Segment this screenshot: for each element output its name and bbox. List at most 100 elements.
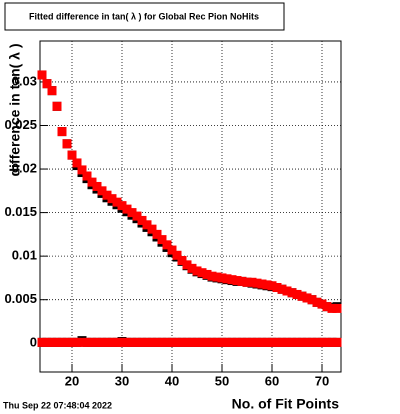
x-axis-label: No. of Fit Points xyxy=(232,396,340,412)
marker xyxy=(322,302,332,312)
marker xyxy=(227,337,237,347)
marker xyxy=(177,256,187,266)
marker xyxy=(62,337,72,347)
marker xyxy=(167,245,177,255)
x-tick-label: 30 xyxy=(115,373,129,388)
marker xyxy=(282,286,292,296)
y-tick-label: 0.02 xyxy=(12,160,37,175)
marker xyxy=(237,276,247,286)
marker xyxy=(142,220,152,230)
marker xyxy=(162,240,172,250)
marker xyxy=(197,268,207,278)
marker xyxy=(77,337,87,347)
x-tick-label: 60 xyxy=(265,373,279,388)
marker xyxy=(242,337,252,347)
marker xyxy=(42,337,52,347)
marker xyxy=(287,337,297,347)
marker xyxy=(282,337,292,347)
marker xyxy=(327,337,337,347)
marker xyxy=(67,150,77,160)
marker xyxy=(172,250,182,260)
marker xyxy=(82,171,92,181)
x-tick-label: 50 xyxy=(215,373,229,388)
marker xyxy=(252,278,262,288)
marker xyxy=(287,288,297,298)
marker xyxy=(157,337,167,347)
marker xyxy=(67,337,77,347)
marker xyxy=(72,337,82,347)
marker xyxy=(82,337,92,347)
marker xyxy=(147,224,157,234)
marker xyxy=(37,337,47,347)
marker xyxy=(57,337,67,347)
marker xyxy=(137,337,147,347)
marker xyxy=(142,337,152,347)
marker xyxy=(267,281,277,291)
timestamp: Thu Sep 22 07:48:04 2022 xyxy=(3,400,112,410)
marker xyxy=(272,337,282,347)
marker xyxy=(257,279,267,289)
marker xyxy=(237,337,247,347)
marker xyxy=(187,337,197,347)
marker xyxy=(57,127,67,137)
y-axis-label: difference in tan( λ ) xyxy=(7,43,23,176)
marker xyxy=(72,158,82,168)
marker xyxy=(102,190,112,200)
marker xyxy=(47,337,57,347)
marker xyxy=(122,204,132,214)
marker xyxy=(297,291,307,301)
marker xyxy=(267,337,277,347)
marker xyxy=(132,211,142,221)
plot-frame xyxy=(39,40,342,373)
y-tick-label: 0.03 xyxy=(12,73,37,88)
marker xyxy=(307,337,317,347)
marker xyxy=(157,235,167,245)
marker xyxy=(52,101,62,111)
marker xyxy=(232,276,242,286)
marker xyxy=(207,271,217,281)
marker xyxy=(152,229,162,239)
marker xyxy=(112,197,122,207)
marker xyxy=(167,337,177,347)
marker xyxy=(122,337,132,347)
marker xyxy=(117,201,127,211)
marker xyxy=(317,337,327,347)
marker xyxy=(212,272,222,282)
marker xyxy=(247,337,257,347)
marker xyxy=(127,337,137,347)
marker xyxy=(322,337,332,347)
y-tick-label: 0.015 xyxy=(4,204,37,219)
marker xyxy=(312,297,322,307)
marker xyxy=(92,181,102,191)
marker xyxy=(177,337,187,347)
marker xyxy=(127,208,137,218)
marker xyxy=(277,284,287,294)
marker xyxy=(232,337,242,347)
marker xyxy=(97,186,107,196)
marker xyxy=(182,337,192,347)
marker xyxy=(297,337,307,347)
marker xyxy=(87,177,97,187)
marker xyxy=(182,260,192,270)
marker xyxy=(262,337,272,347)
marker xyxy=(192,266,202,276)
marker xyxy=(222,274,232,284)
marker xyxy=(92,337,102,347)
marker xyxy=(277,337,287,347)
marker xyxy=(302,293,312,303)
marker xyxy=(292,337,302,347)
marker xyxy=(137,215,147,225)
marker xyxy=(207,337,217,347)
marker xyxy=(87,337,97,347)
x-tick-label: 70 xyxy=(315,373,329,388)
title-box xyxy=(4,2,285,31)
marker xyxy=(147,337,157,347)
marker xyxy=(262,280,272,290)
marker xyxy=(332,337,342,347)
marker xyxy=(52,337,62,347)
marker xyxy=(247,277,257,287)
marker xyxy=(257,337,267,347)
marker xyxy=(162,337,172,347)
marker xyxy=(42,79,52,89)
